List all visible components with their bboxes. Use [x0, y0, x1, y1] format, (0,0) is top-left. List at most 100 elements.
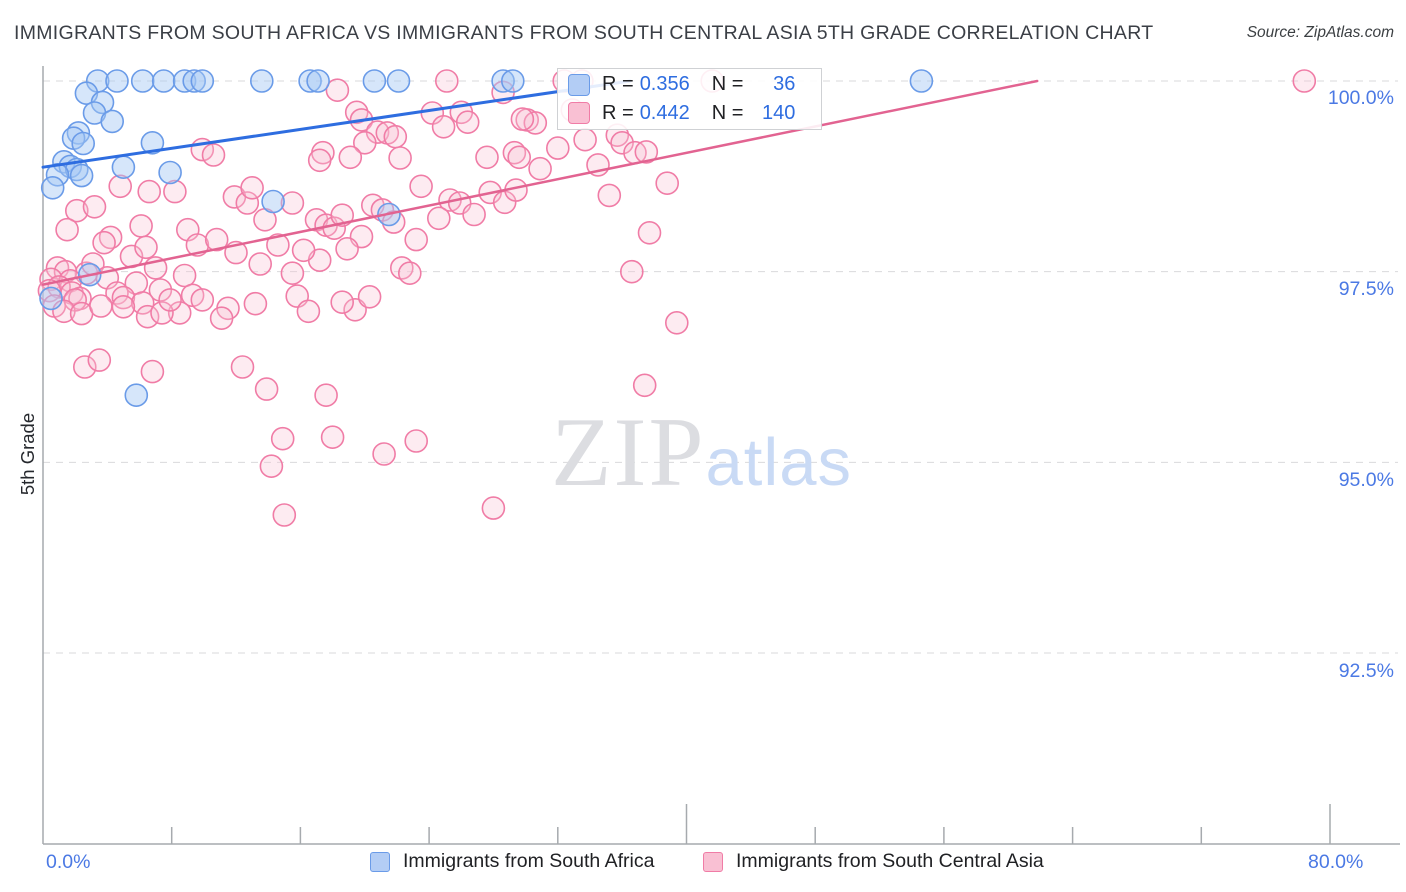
scatter-point[interactable]: [105, 69, 129, 93]
scatter-point[interactable]: [338, 145, 363, 170]
scatter-point[interactable]: [409, 174, 433, 199]
scatter-point[interactable]: [82, 195, 107, 219]
scatter-point[interactable]: [111, 294, 136, 319]
scatter-point[interactable]: [510, 107, 535, 131]
scatter-point[interactable]: [111, 155, 136, 179]
scatter-point[interactable]: [254, 377, 279, 401]
scatter-point[interactable]: [664, 310, 689, 335]
scatter-point[interactable]: [135, 304, 160, 329]
scatter-point[interactable]: [272, 503, 297, 527]
scatter-point[interactable]: [426, 206, 451, 231]
scatter-point[interactable]: [500, 69, 525, 93]
scatter-point[interactable]: [523, 111, 548, 135]
scatter-point[interactable]: [65, 198, 89, 223]
scatter-point[interactable]: [124, 383, 149, 408]
scatter-point[interactable]: [491, 69, 515, 93]
scatter-point[interactable]: [462, 202, 486, 227]
scatter-point[interactable]: [204, 227, 229, 252]
scatter-point[interactable]: [619, 259, 644, 284]
scatter-point[interactable]: [243, 291, 268, 316]
scatter-point[interactable]: [632, 373, 657, 398]
scatter-point[interactable]: [150, 301, 174, 325]
scatter-point[interactable]: [92, 230, 116, 255]
scatter-point[interactable]: [130, 291, 155, 315]
scatter-point[interactable]: [397, 261, 422, 286]
scatter-point[interactable]: [248, 252, 273, 276]
scatter-point[interactable]: [291, 238, 316, 263]
scatter-point[interactable]: [270, 426, 295, 451]
scatter-point[interactable]: [634, 140, 659, 164]
scatter-point[interactable]: [388, 146, 412, 170]
scatter-point[interactable]: [167, 301, 192, 325]
scatter-point[interactable]: [655, 171, 680, 195]
scatter-point[interactable]: [209, 306, 234, 331]
scatter-point[interactable]: [404, 227, 429, 252]
scatter-point[interactable]: [909, 69, 934, 93]
scatter-point[interactable]: [71, 131, 95, 156]
scatter-point[interactable]: [431, 115, 456, 139]
scatter-point[interactable]: [87, 348, 112, 372]
scatter-point[interactable]: [111, 285, 136, 310]
scatter-point[interactable]: [158, 160, 182, 185]
scatter-point[interactable]: [307, 148, 332, 173]
scatter-point[interactable]: [259, 454, 284, 479]
scatter-point[interactable]: [40, 176, 65, 200]
scatter-point[interactable]: [140, 359, 165, 384]
scatter-point[interactable]: [39, 286, 63, 311]
scatter-point[interactable]: [314, 383, 338, 408]
scatter-point[interactable]: [108, 174, 132, 199]
scatter-point[interactable]: [372, 442, 396, 466]
scatter-point[interactable]: [306, 69, 330, 93]
scatter-point[interactable]: [158, 288, 182, 312]
scatter-point[interactable]: [105, 281, 129, 305]
scatter-point[interactable]: [597, 183, 622, 208]
scatter-point[interactable]: [55, 217, 79, 242]
scatter-point[interactable]: [235, 191, 260, 215]
scatter-point[interactable]: [163, 179, 187, 204]
scatter-point[interactable]: [261, 189, 285, 214]
scatter-point[interactable]: [148, 278, 173, 302]
scatter-point[interactable]: [249, 69, 274, 93]
scatter-point[interactable]: [134, 235, 158, 260]
scatter-point[interactable]: [130, 69, 155, 93]
scatter-point[interactable]: [362, 69, 387, 93]
scatter-point[interactable]: [73, 355, 97, 379]
scatter-point[interactable]: [335, 237, 359, 261]
scatter-point[interactable]: [172, 263, 197, 288]
scatter-point[interactable]: [182, 69, 206, 93]
scatter-point[interactable]: [481, 496, 506, 520]
scatter-point[interactable]: [404, 429, 429, 453]
scatter-point[interactable]: [129, 214, 153, 238]
scatter-point[interactable]: [172, 69, 197, 93]
scatter-point[interactable]: [455, 110, 480, 134]
scatter-point[interactable]: [140, 131, 165, 155]
scatter-point[interactable]: [89, 294, 113, 318]
scatter-point[interactable]: [325, 78, 350, 102]
scatter-point[interactable]: [137, 179, 161, 204]
scatter-point[interactable]: [100, 109, 124, 134]
scatter-point[interactable]: [573, 127, 597, 152]
scatter-point[interactable]: [357, 284, 382, 309]
scatter-point[interactable]: [383, 124, 408, 149]
scatter-point[interactable]: [230, 355, 255, 379]
scatter-point[interactable]: [190, 288, 215, 312]
scatter-point[interactable]: [280, 191, 305, 215]
scatter-point[interactable]: [545, 136, 570, 160]
scatter-point[interactable]: [201, 143, 226, 167]
scatter-point[interactable]: [386, 69, 411, 93]
scatter-point[interactable]: [240, 176, 264, 200]
scatter-point[interactable]: [475, 145, 499, 170]
scatter-point[interactable]: [190, 69, 215, 93]
scatter-point[interactable]: [330, 203, 355, 227]
scatter-point[interactable]: [185, 233, 210, 257]
scatter-point[interactable]: [528, 156, 552, 181]
scatter-point[interactable]: [330, 290, 355, 315]
scatter-point[interactable]: [280, 261, 305, 286]
scatter-point[interactable]: [298, 69, 322, 93]
scatter-point[interactable]: [151, 69, 176, 93]
scatter-point[interactable]: [320, 425, 345, 450]
scatter-point[interactable]: [637, 221, 662, 245]
scatter-point[interactable]: [434, 69, 459, 93]
scatter-point[interactable]: [266, 233, 290, 257]
scatter-point[interactable]: [69, 163, 94, 188]
